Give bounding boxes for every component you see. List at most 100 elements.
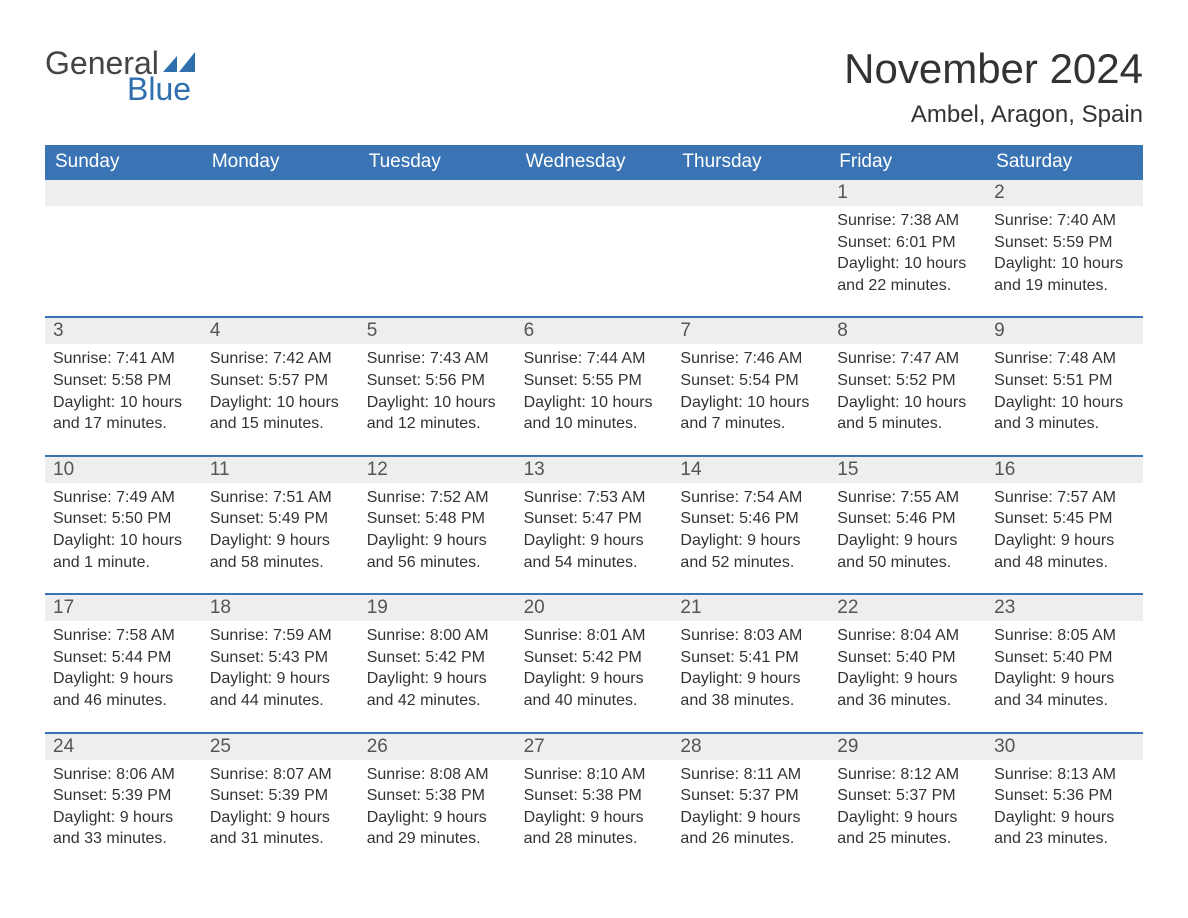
day-number: 26 <box>359 734 516 760</box>
cell-body: Sunrise: 7:48 AMSunset: 5:51 PMDaylight:… <box>986 344 1143 434</box>
dayname-friday: Friday <box>829 145 986 180</box>
calendar-cell: 22Sunrise: 8:04 AMSunset: 5:40 PMDayligh… <box>829 595 986 711</box>
sunset-text: Sunset: 6:01 PM <box>837 232 978 254</box>
calendar-cell: 20Sunrise: 8:01 AMSunset: 5:42 PMDayligh… <box>516 595 673 711</box>
daylight2-text: and 33 minutes. <box>53 828 194 850</box>
sunset-text: Sunset: 5:43 PM <box>210 647 351 669</box>
sunrise-text: Sunrise: 8:01 AM <box>524 625 665 647</box>
week-row: 10Sunrise: 7:49 AMSunset: 5:50 PMDayligh… <box>45 455 1143 573</box>
sunset-text: Sunset: 5:52 PM <box>837 370 978 392</box>
calendar-cell: 26Sunrise: 8:08 AMSunset: 5:38 PMDayligh… <box>359 734 516 850</box>
calendar-cell <box>45 180 202 296</box>
sunrise-text: Sunrise: 7:43 AM <box>367 348 508 370</box>
daylight1-text: Daylight: 10 hours <box>53 530 194 552</box>
calendar-cell <box>359 180 516 296</box>
brand-text-2: Blue <box>127 73 197 105</box>
daylight1-text: Daylight: 9 hours <box>680 807 821 829</box>
daylight1-text: Daylight: 10 hours <box>367 392 508 414</box>
day-number: 19 <box>359 595 516 621</box>
dayname-sunday: Sunday <box>45 145 202 180</box>
dayname-monday: Monday <box>202 145 359 180</box>
daylight2-text: and 42 minutes. <box>367 690 508 712</box>
sunset-text: Sunset: 5:54 PM <box>680 370 821 392</box>
day-number: 20 <box>516 595 673 621</box>
sunrise-text: Sunrise: 7:40 AM <box>994 210 1135 232</box>
calendar-cell: 28Sunrise: 8:11 AMSunset: 5:37 PMDayligh… <box>672 734 829 850</box>
day-number: 28 <box>672 734 829 760</box>
calendar-cell: 10Sunrise: 7:49 AMSunset: 5:50 PMDayligh… <box>45 457 202 573</box>
weeks-container: 1Sunrise: 7:38 AMSunset: 6:01 PMDaylight… <box>45 180 1143 850</box>
dayname-saturday: Saturday <box>986 145 1143 180</box>
location-subtitle: Ambel, Aragon, Spain <box>844 101 1143 129</box>
cell-body: Sunrise: 8:01 AMSunset: 5:42 PMDaylight:… <box>516 621 673 711</box>
cell-body: Sunrise: 7:54 AMSunset: 5:46 PMDaylight:… <box>672 483 829 573</box>
daylight1-text: Daylight: 9 hours <box>367 807 508 829</box>
daylight1-text: Daylight: 9 hours <box>680 668 821 690</box>
sunset-text: Sunset: 5:42 PM <box>524 647 665 669</box>
calendar-cell: 30Sunrise: 8:13 AMSunset: 5:36 PMDayligh… <box>986 734 1143 850</box>
day-number: 3 <box>45 318 202 344</box>
daylight1-text: Daylight: 10 hours <box>837 253 978 275</box>
daylight1-text: Daylight: 9 hours <box>680 530 821 552</box>
cell-body: Sunrise: 8:05 AMSunset: 5:40 PMDaylight:… <box>986 621 1143 711</box>
day-number: 1 <box>829 180 986 206</box>
day-number: 21 <box>672 595 829 621</box>
daylight2-text: and 46 minutes. <box>53 690 194 712</box>
cell-body: Sunrise: 8:10 AMSunset: 5:38 PMDaylight:… <box>516 760 673 850</box>
month-title: November 2024 <box>844 45 1143 93</box>
daylight2-text: and 34 minutes. <box>994 690 1135 712</box>
calendar-cell: 29Sunrise: 8:12 AMSunset: 5:37 PMDayligh… <box>829 734 986 850</box>
daylight2-text: and 10 minutes. <box>524 413 665 435</box>
dayname-header-row: Sunday Monday Tuesday Wednesday Thursday… <box>45 145 1143 180</box>
calendar-grid: Sunday Monday Tuesday Wednesday Thursday… <box>45 145 1143 850</box>
sunrise-text: Sunrise: 7:53 AM <box>524 487 665 509</box>
daylight1-text: Daylight: 9 hours <box>53 668 194 690</box>
sunrise-text: Sunrise: 7:47 AM <box>837 348 978 370</box>
daylight2-text: and 1 minute. <box>53 552 194 574</box>
calendar-cell: 24Sunrise: 8:06 AMSunset: 5:39 PMDayligh… <box>45 734 202 850</box>
calendar-cell: 1Sunrise: 7:38 AMSunset: 6:01 PMDaylight… <box>829 180 986 296</box>
sunrise-text: Sunrise: 7:41 AM <box>53 348 194 370</box>
sunrise-text: Sunrise: 7:59 AM <box>210 625 351 647</box>
calendar-cell: 17Sunrise: 7:58 AMSunset: 5:44 PMDayligh… <box>45 595 202 711</box>
daylight2-text: and 28 minutes. <box>524 828 665 850</box>
dayname-wednesday: Wednesday <box>516 145 673 180</box>
daylight2-text: and 40 minutes. <box>524 690 665 712</box>
day-number: 18 <box>202 595 359 621</box>
week-row: 17Sunrise: 7:58 AMSunset: 5:44 PMDayligh… <box>45 593 1143 711</box>
daylight2-text: and 7 minutes. <box>680 413 821 435</box>
sunrise-text: Sunrise: 7:57 AM <box>994 487 1135 509</box>
sunset-text: Sunset: 5:46 PM <box>680 508 821 530</box>
sunrise-text: Sunrise: 8:05 AM <box>994 625 1135 647</box>
sunset-text: Sunset: 5:39 PM <box>53 785 194 807</box>
sunset-text: Sunset: 5:38 PM <box>367 785 508 807</box>
calendar-cell: 7Sunrise: 7:46 AMSunset: 5:54 PMDaylight… <box>672 318 829 434</box>
daylight1-text: Daylight: 9 hours <box>994 668 1135 690</box>
sunset-text: Sunset: 5:42 PM <box>367 647 508 669</box>
day-number: 2 <box>986 180 1143 206</box>
cell-body: Sunrise: 7:44 AMSunset: 5:55 PMDaylight:… <box>516 344 673 434</box>
day-number: 29 <box>829 734 986 760</box>
daylight2-text: and 56 minutes. <box>367 552 508 574</box>
calendar-cell: 16Sunrise: 7:57 AMSunset: 5:45 PMDayligh… <box>986 457 1143 573</box>
cell-body: Sunrise: 8:08 AMSunset: 5:38 PMDaylight:… <box>359 760 516 850</box>
header-row: General Blue November 2024 Ambel, Aragon… <box>45 35 1143 139</box>
cell-body: Sunrise: 8:00 AMSunset: 5:42 PMDaylight:… <box>359 621 516 711</box>
day-number: 15 <box>829 457 986 483</box>
sunset-text: Sunset: 5:49 PM <box>210 508 351 530</box>
calendar-cell: 4Sunrise: 7:42 AMSunset: 5:57 PMDaylight… <box>202 318 359 434</box>
day-number: 12 <box>359 457 516 483</box>
dayname-tuesday: Tuesday <box>359 145 516 180</box>
sunrise-text: Sunrise: 7:51 AM <box>210 487 351 509</box>
day-number: 7 <box>672 318 829 344</box>
day-number: 16 <box>986 457 1143 483</box>
cell-body: Sunrise: 8:06 AMSunset: 5:39 PMDaylight:… <box>45 760 202 850</box>
daylight2-text: and 3 minutes. <box>994 413 1135 435</box>
day-number: 11 <box>202 457 359 483</box>
sunset-text: Sunset: 5:45 PM <box>994 508 1135 530</box>
calendar-document: General Blue November 2024 Ambel, Aragon… <box>0 0 1188 890</box>
calendar-cell: 27Sunrise: 8:10 AMSunset: 5:38 PMDayligh… <box>516 734 673 850</box>
daylight2-text: and 31 minutes. <box>210 828 351 850</box>
sunrise-text: Sunrise: 8:04 AM <box>837 625 978 647</box>
cell-body: Sunrise: 7:58 AMSunset: 5:44 PMDaylight:… <box>45 621 202 711</box>
